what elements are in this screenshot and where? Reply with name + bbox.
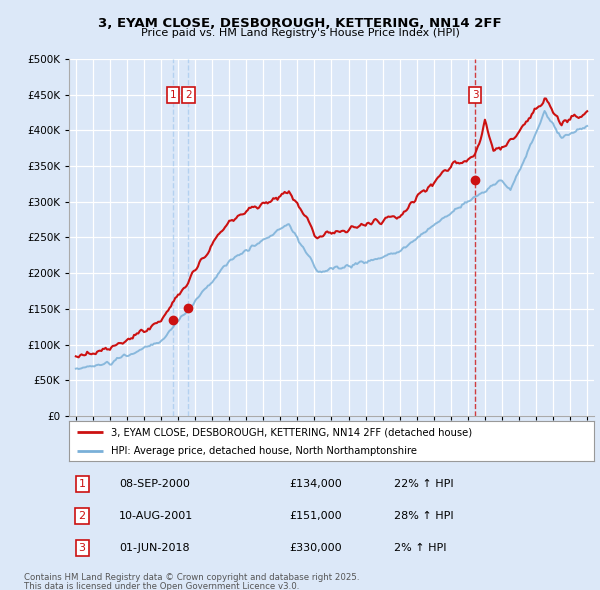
Text: 1: 1 (169, 90, 176, 100)
Text: 1: 1 (79, 479, 86, 489)
Text: £330,000: £330,000 (290, 543, 342, 553)
Text: 3, EYAM CLOSE, DESBOROUGH, KETTERING, NN14 2FF: 3, EYAM CLOSE, DESBOROUGH, KETTERING, NN… (98, 17, 502, 30)
Text: 2: 2 (79, 512, 86, 521)
Text: 22% ↑ HPI: 22% ↑ HPI (395, 479, 454, 489)
Text: This data is licensed under the Open Government Licence v3.0.: This data is licensed under the Open Gov… (24, 582, 299, 590)
Text: 28% ↑ HPI: 28% ↑ HPI (395, 512, 454, 521)
Text: 08-SEP-2000: 08-SEP-2000 (119, 479, 190, 489)
Text: 3, EYAM CLOSE, DESBOROUGH, KETTERING, NN14 2FF (detached house): 3, EYAM CLOSE, DESBOROUGH, KETTERING, NN… (111, 427, 472, 437)
Text: 3: 3 (79, 543, 86, 553)
Text: Price paid vs. HM Land Registry's House Price Index (HPI): Price paid vs. HM Land Registry's House … (140, 28, 460, 38)
Text: £151,000: £151,000 (290, 512, 342, 521)
Text: 2: 2 (185, 90, 192, 100)
Text: 2% ↑ HPI: 2% ↑ HPI (395, 543, 447, 553)
Text: £134,000: £134,000 (290, 479, 342, 489)
Text: Contains HM Land Registry data © Crown copyright and database right 2025.: Contains HM Land Registry data © Crown c… (24, 573, 359, 582)
Text: HPI: Average price, detached house, North Northamptonshire: HPI: Average price, detached house, Nort… (111, 445, 417, 455)
Text: 01-JUN-2018: 01-JUN-2018 (119, 543, 190, 553)
Text: 3: 3 (472, 90, 478, 100)
Text: 10-AUG-2001: 10-AUG-2001 (119, 512, 193, 521)
